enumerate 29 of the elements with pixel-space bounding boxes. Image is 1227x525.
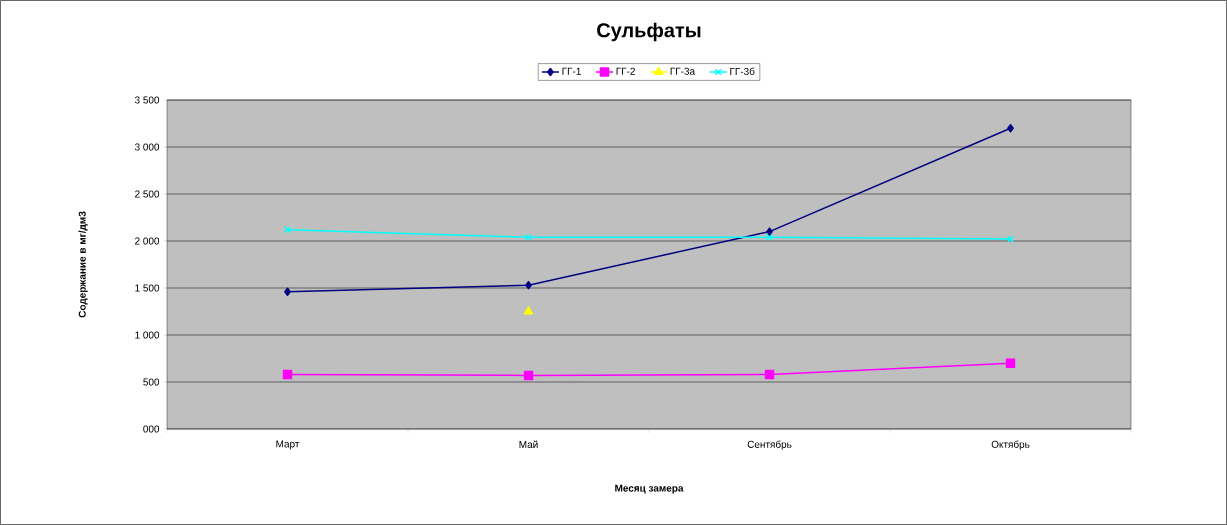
- chart-title: Сульфаты: [597, 22, 701, 42]
- y-tick-label: 3 000: [134, 143, 160, 151]
- point: [525, 280, 532, 290]
- point: [1005, 358, 1016, 368]
- point: [764, 369, 775, 380]
- y-tick-label: 1 000: [135, 331, 160, 339]
- y-axis-title: Содержание в мг/дм3: [78, 211, 88, 318]
- x-tick-label: Октябрь: [991, 440, 1030, 450]
- y-tick-label: 1 500: [135, 284, 160, 292]
- legend-label: ГГ-1: [562, 67, 581, 75]
- y-tick-label: 2 500: [135, 190, 160, 198]
- legend-label: ГГ-2: [616, 67, 635, 75]
- y-tick-label: 500: [143, 378, 160, 386]
- y-tick-label: 2 000: [135, 237, 160, 245]
- x-tick-label: Май: [519, 440, 538, 448]
- legend-label: ГГ-3а: [670, 67, 696, 75]
- point: [282, 369, 293, 380]
- y-tick-label: 000: [143, 425, 160, 433]
- point: [766, 227, 773, 236]
- point: [1006, 235, 1015, 243]
- point: [523, 370, 534, 381]
- x-axis-title: Месяц замера: [615, 484, 684, 494]
- y-tick-label: 3 500: [134, 96, 160, 104]
- x-tick-label: Сентябрь: [747, 440, 792, 450]
- point: [523, 306, 534, 315]
- point: [1007, 123, 1014, 133]
- x-tick-label: Март: [276, 440, 300, 450]
- point: [284, 287, 291, 296]
- legend-label: ГГ-3б: [730, 67, 755, 75]
